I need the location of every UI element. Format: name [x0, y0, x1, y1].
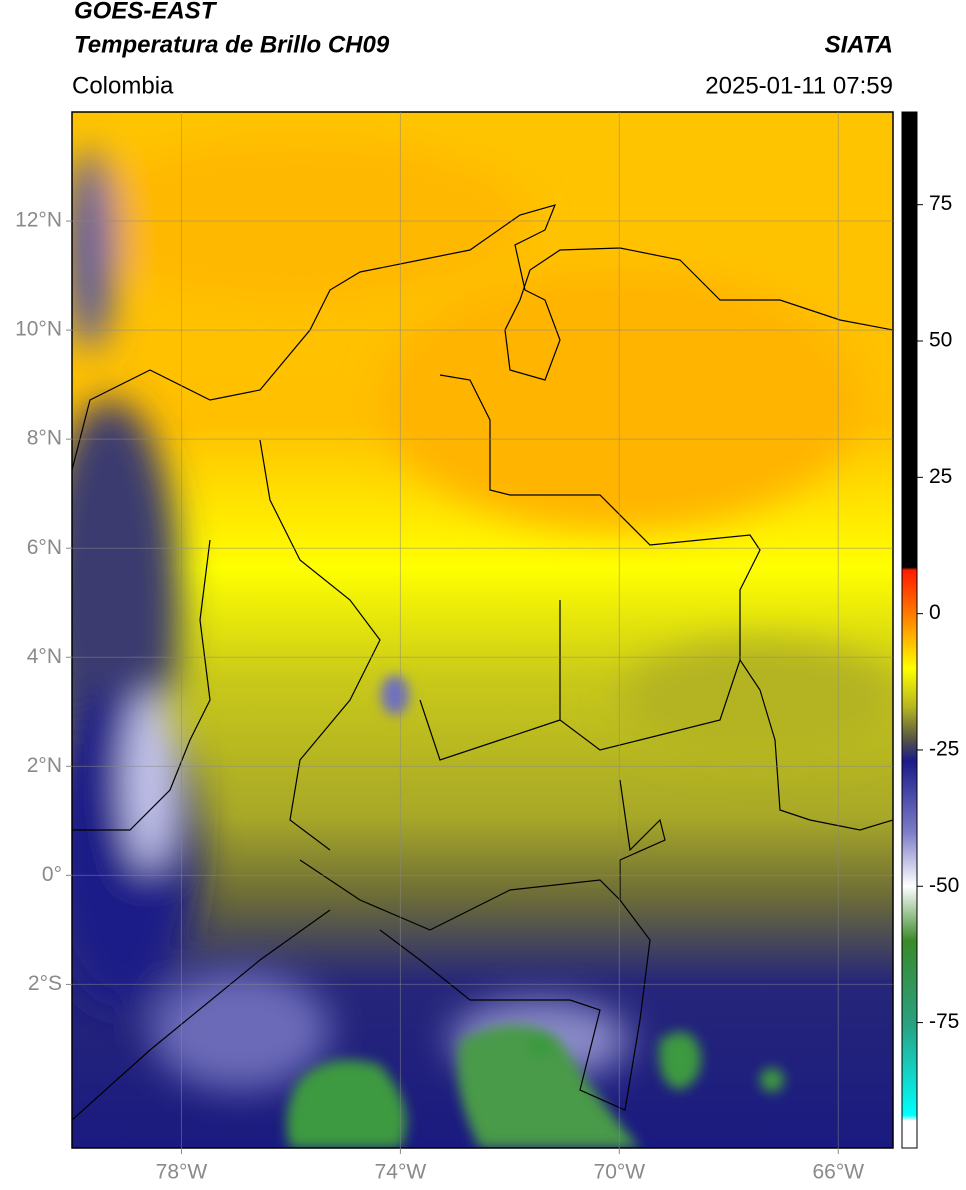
- y-tick-label: 2°S: [28, 972, 62, 995]
- colorbar-tick-label: 0: [929, 601, 941, 624]
- datetime: 2025-01-11 07:59: [705, 72, 893, 99]
- y-tick-label: 6°N: [27, 536, 62, 559]
- subtitle: Temperatura de Brillo CH09: [74, 31, 390, 58]
- title: GOES-EAST: [74, 0, 218, 24]
- colorbar-tick-label: 50: [929, 329, 952, 352]
- colorbar: [901, 111, 918, 1149]
- colorbar-tick-label: -25: [929, 738, 959, 761]
- y-tick-label: 2°N: [27, 754, 62, 777]
- imagery: [72, 112, 893, 1148]
- ticks: 78°W 74°W 70°W 66°W 12°N 10°N 8°N 6°N 4°N 2°N 0° 2°…: [15, 209, 864, 1184]
- colorbar-tick-label: 25: [929, 465, 952, 488]
- y-tick-label: 8°N: [27, 427, 62, 450]
- x-tick-label: 66°W: [812, 1161, 864, 1184]
- y-tick-label: 4°N: [27, 645, 62, 668]
- map-frame: [71, 111, 894, 1149]
- region: Colombia: [72, 72, 174, 99]
- borders: [72, 204, 893, 1121]
- colorbar-tick-label: -50: [929, 874, 959, 897]
- y-tick-label: 12°N: [15, 209, 62, 232]
- y-tick-label: 0°: [42, 863, 62, 886]
- x-tick-label: 70°W: [594, 1161, 646, 1184]
- source: SIATA: [825, 31, 893, 58]
- x-tick-label: 74°W: [375, 1161, 427, 1184]
- x-tick-label: 78°W: [156, 1161, 208, 1184]
- grid: [72, 112, 893, 1148]
- colorbar-tick-label: -75: [929, 1010, 959, 1033]
- colorbar-tick-label: 75: [929, 192, 952, 215]
- y-tick-label: 10°N: [15, 318, 62, 341]
